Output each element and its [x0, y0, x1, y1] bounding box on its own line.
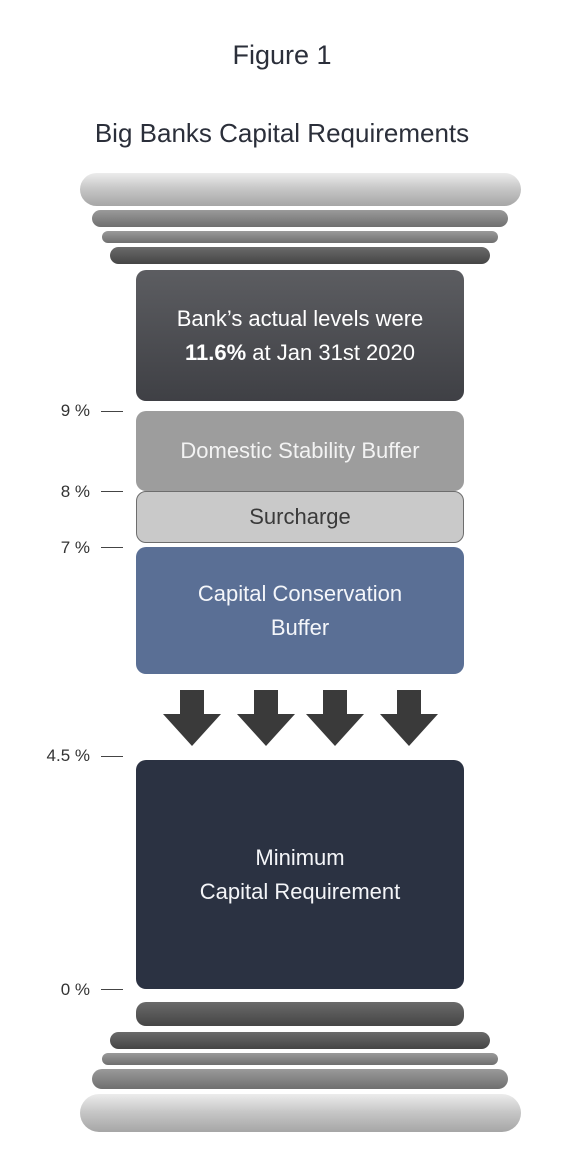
down-arrow-icon: [163, 690, 221, 746]
scale-label-0: 0 %: [60, 980, 90, 999]
pillar-base-5: [80, 1094, 521, 1132]
minimum-capital-requirement-line2: Capital Requirement: [199, 878, 401, 904]
surcharge-block: Surcharge: [136, 491, 464, 543]
scale-tick-0: [101, 989, 123, 990]
pillar-base-2: [110, 1032, 490, 1049]
scale-label-8: 8 %: [60, 482, 90, 501]
diagram-title: Big Banks Capital Requirements: [94, 118, 470, 148]
down-arrow-icon: [380, 690, 438, 746]
scale-tick-7: [101, 547, 123, 548]
actual-levels-line2: 11.6% at Jan 31st 2020: [185, 336, 415, 370]
minimum-capital-requirement-line1: Minimum: [255, 844, 345, 870]
scale-label-7: 7 %: [60, 538, 90, 557]
capital-conservation-buffer-line1: Capital Conservation: [197, 580, 403, 606]
pillar-capital-top-1: [80, 173, 521, 206]
actual-levels-date: at Jan 31st 2020: [246, 339, 415, 365]
pillar-base-4: [92, 1069, 508, 1089]
minimum-capital-requirement-block: Minimum Capital Requirement: [136, 760, 464, 989]
capital-conservation-buffer-line2: Buffer: [270, 614, 330, 640]
scale-label-9: 9 %: [60, 401, 90, 420]
scale-label-4-5: 4.5 %: [46, 746, 90, 765]
actual-levels-value: 11.6%: [185, 339, 247, 365]
down-arrow-icon: [237, 690, 295, 746]
surcharge-label: Surcharge: [249, 504, 351, 529]
domestic-stability-buffer-block: Domestic Stability Buffer: [136, 411, 464, 491]
capital-conservation-buffer-block: Capital Conservation Buffer: [136, 547, 464, 674]
pillar-capital-top-4: [110, 247, 490, 264]
pillar-base-3: [102, 1053, 498, 1065]
down-arrow-icon: [306, 690, 364, 746]
scale-tick-9: [101, 411, 123, 412]
actual-levels-block: Bank’s actual levels were 11.6% at Jan 3…: [136, 270, 464, 401]
pillar-capital-top-3: [102, 231, 498, 243]
pillar-capital-top-2: [92, 210, 508, 227]
pillar-base-1: [136, 1002, 464, 1026]
scale-tick-4-5: [101, 756, 123, 757]
actual-levels-line1: Bank’s actual levels were: [176, 305, 424, 331]
figure-label: Figure 1: [232, 40, 332, 70]
domestic-stability-buffer-label: Domestic Stability Buffer: [180, 438, 420, 463]
scale-tick-8: [101, 491, 123, 492]
